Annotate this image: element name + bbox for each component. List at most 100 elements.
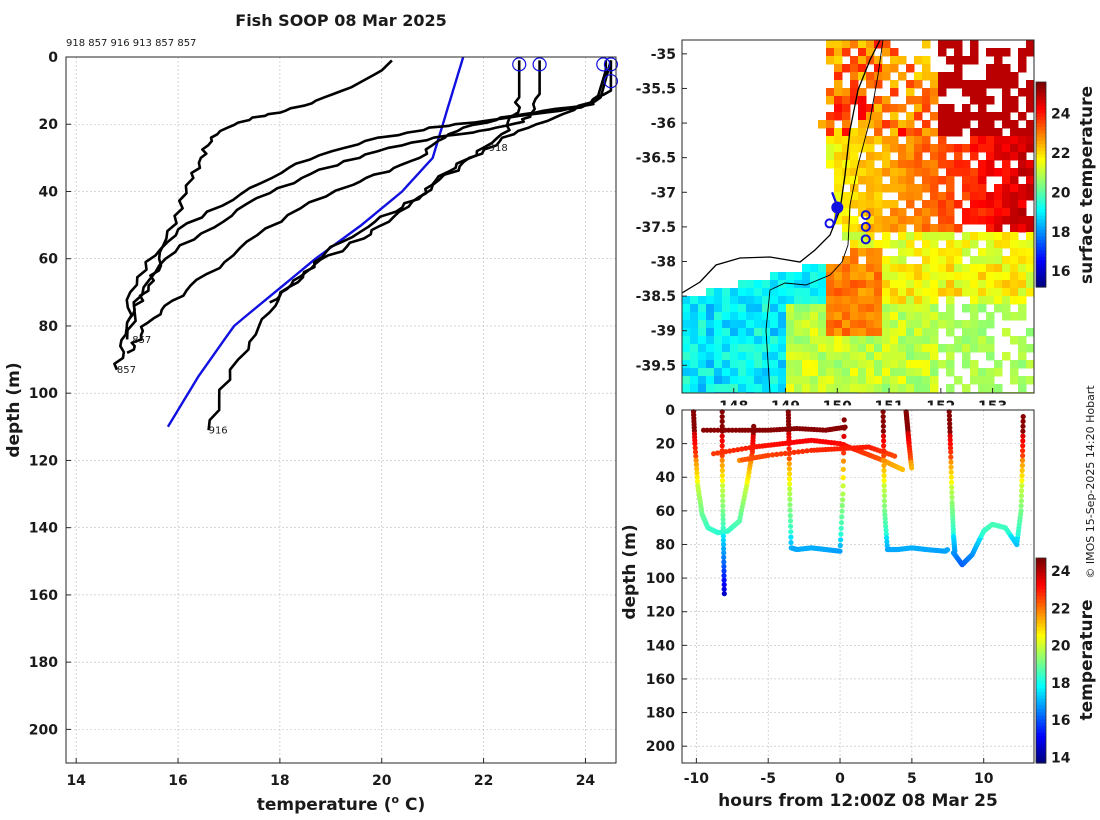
sst-cell [930, 200, 939, 209]
sst-cell [914, 280, 923, 289]
sst-cell [922, 96, 931, 105]
colorbar-segment [1036, 273, 1046, 278]
sst-cell [938, 280, 947, 289]
data-point [719, 438, 725, 444]
sst-cell [1018, 216, 1027, 225]
sst-cell [834, 64, 843, 73]
sst-cell [706, 368, 715, 377]
colorbar-segment [1036, 749, 1046, 754]
colorbar-segment [1036, 222, 1046, 227]
sst-cell [994, 112, 1003, 121]
lat-tick-label: -38 [651, 254, 676, 270]
sst-cell [834, 168, 843, 177]
colorbar-segment [1036, 92, 1046, 97]
sst-cell [946, 184, 955, 193]
data-point [1019, 488, 1025, 494]
sst-cell [938, 264, 947, 273]
sst-cell [946, 248, 955, 257]
sst-cell [890, 344, 899, 353]
sst-cell [730, 304, 739, 313]
sst-cell [690, 312, 699, 321]
sst-cell [746, 296, 755, 305]
credit-text: © IMOS 15-Sep-2025 14:20 Hobart [1084, 385, 1097, 579]
sst-cell [770, 280, 779, 289]
x-tick-label: 10 [974, 771, 994, 787]
y-tick-label: 180 [29, 655, 58, 671]
sst-cell [946, 208, 955, 217]
sst-cell [754, 352, 763, 361]
sst-cell [946, 192, 955, 201]
data-point [692, 445, 698, 451]
colorbar-segment [1036, 119, 1046, 124]
sst-cell [922, 352, 931, 361]
sst-cell [850, 88, 859, 97]
data-point [711, 427, 717, 433]
data-point [729, 427, 735, 433]
sst-cell [866, 272, 875, 281]
sst-cell [890, 224, 899, 233]
sst-cell [874, 272, 883, 281]
sst-cell [946, 368, 955, 377]
sst-cell [826, 272, 835, 281]
colorbar-segment [1036, 756, 1046, 761]
sst-cell [946, 312, 955, 321]
sst-cell [754, 304, 763, 313]
y-tick-label: 140 [646, 638, 675, 654]
sst-cell [962, 288, 971, 297]
sst-cell [754, 336, 763, 345]
sst-cell [802, 336, 811, 345]
sst-cell [994, 208, 1003, 217]
data-point [1020, 418, 1026, 424]
sst-cell [1026, 248, 1034, 257]
sst-cell [898, 264, 907, 273]
sst-cell [1026, 128, 1034, 137]
sst-cell [994, 48, 1003, 57]
data-point [722, 427, 728, 433]
sst-cell [970, 56, 979, 65]
sst-cell [938, 344, 947, 353]
sst-cell [874, 136, 883, 145]
sst-cell [682, 384, 691, 393]
sst-cell [914, 360, 923, 369]
sst-cell [834, 384, 843, 393]
colorbar-segment [1036, 653, 1046, 658]
sst-cell [738, 360, 747, 369]
sst-cell [1010, 256, 1019, 265]
sst-cell [874, 248, 883, 257]
sst-cell [930, 384, 939, 393]
data-point [721, 586, 727, 592]
sst-cell [970, 192, 979, 201]
sst-cell [786, 288, 795, 297]
sst-cell [874, 328, 883, 337]
data-point [1020, 428, 1026, 434]
station-marker [860, 221, 871, 232]
sst-cell [810, 344, 819, 353]
sst-cell [834, 144, 843, 153]
sst-cell [1010, 168, 1019, 177]
y-tick-label: 80 [656, 537, 676, 553]
sst-cell [914, 72, 923, 81]
sst-cell [930, 288, 939, 297]
sst-cell [1018, 296, 1027, 305]
sst-cell [858, 56, 867, 65]
sst-cell [890, 64, 899, 73]
sst-cell [882, 232, 891, 241]
y-tick-label: 20 [656, 437, 676, 453]
sst-cell [794, 344, 803, 353]
y-tick-label: 60 [656, 504, 676, 520]
sst-cell [802, 312, 811, 321]
colorbar-segment [1036, 732, 1046, 737]
sst-cell [842, 224, 851, 233]
sst-cell [762, 352, 771, 361]
sst-cell [682, 336, 691, 345]
data-point [786, 461, 792, 467]
sst-cell [850, 40, 859, 49]
sst-cell [1010, 368, 1019, 377]
sst-cell [970, 296, 979, 305]
sst-cell [1026, 40, 1034, 49]
sst-cell [834, 80, 843, 89]
data-point [949, 494, 955, 500]
sst-cell [754, 328, 763, 337]
